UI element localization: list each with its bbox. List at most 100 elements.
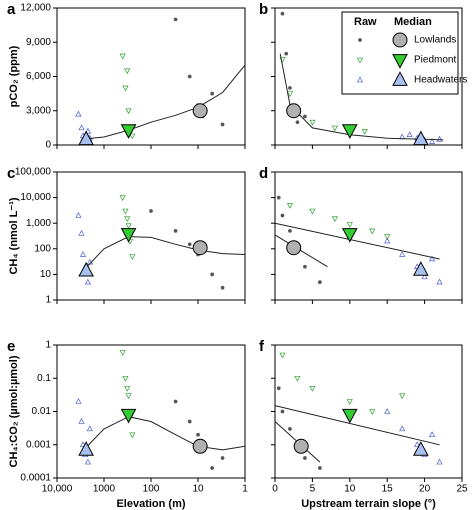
raw-point	[406, 131, 413, 137]
raw-point	[436, 135, 443, 142]
y-axis-label: CH₄:CO₂ (µmol:µmol)	[8, 355, 20, 467]
raw-point	[129, 432, 136, 439]
raw-point	[75, 110, 82, 117]
raw-point	[125, 393, 132, 400]
raw-point	[284, 51, 289, 56]
raw-point	[280, 409, 285, 414]
median-point	[413, 261, 429, 276]
raw-point	[428, 138, 436, 144]
x-tick-label: 10	[344, 484, 356, 495]
legend-raw-marker	[356, 76, 364, 83]
y-tick-label: 0.001	[26, 439, 51, 450]
raw-point	[399, 393, 406, 400]
raw-point	[187, 242, 192, 247]
raw-point	[75, 397, 82, 404]
raw-point	[309, 208, 316, 215]
x-tick-label: 10	[192, 484, 204, 495]
raw-point	[84, 127, 91, 134]
raw-point	[436, 278, 443, 285]
raw-point	[122, 85, 129, 92]
raw-point	[79, 250, 87, 257]
legend-raw-marker	[356, 57, 364, 64]
x-tick-label: 5	[310, 484, 316, 495]
raw-point	[346, 399, 353, 405]
median-point	[286, 240, 302, 256]
x-tick-label: 25	[456, 484, 468, 495]
median-point	[192, 438, 208, 454]
median-point	[120, 124, 137, 139]
raw-point	[436, 458, 443, 465]
raw-point	[173, 17, 178, 22]
median-point	[120, 408, 137, 424]
raw-point	[384, 237, 391, 244]
y-tick-label: 0.0001	[20, 473, 51, 484]
y-tick-label: 1,000	[26, 218, 51, 229]
legend-median-marker	[392, 54, 408, 69]
raw-point	[187, 74, 192, 79]
raw-point	[124, 216, 131, 223]
raw-point	[75, 212, 82, 218]
legend-median-marker	[392, 32, 408, 48]
panel-label: a	[7, 1, 16, 18]
raw-point	[124, 68, 131, 75]
raw-point	[78, 229, 85, 236]
raw-point	[288, 427, 292, 431]
raw-point	[86, 425, 93, 432]
median-point	[293, 438, 309, 454]
y-tick-label: 3,000	[26, 105, 51, 116]
y-tick-label: 0.1	[37, 373, 51, 384]
x-tick-label: 1	[242, 484, 248, 495]
plot-frame	[274, 344, 463, 479]
median-point	[78, 441, 94, 456]
median-point	[413, 130, 429, 146]
panel-label: f	[259, 338, 265, 355]
raw-point	[288, 86, 292, 90]
raw-point	[220, 122, 225, 127]
raw-point	[294, 375, 301, 382]
fit-line	[274, 222, 440, 260]
raw-point	[210, 91, 214, 96]
raw-point	[79, 441, 87, 448]
x-axis-label: Upstream terrain slope (°)	[301, 498, 436, 510]
x-tick-label: 15	[382, 484, 394, 495]
raw-point	[303, 456, 307, 460]
raw-point	[276, 386, 281, 391]
y-axis-label: CH₄ (nmol L⁻¹)	[8, 197, 20, 274]
plot-frame	[56, 7, 246, 146]
raw-point	[129, 254, 136, 260]
raw-point	[210, 272, 214, 277]
raw-point	[122, 208, 129, 215]
raw-point	[173, 229, 178, 233]
panel-label: d	[259, 165, 268, 182]
raw-point	[399, 250, 406, 257]
raw-point	[428, 431, 436, 438]
raw-point	[125, 223, 132, 230]
raw-point	[280, 213, 285, 218]
x-tick-label: 20	[419, 484, 431, 495]
y-tick-label: 6,000	[26, 71, 51, 82]
median-point	[341, 124, 358, 139]
median-point	[341, 228, 358, 243]
panel-label: b	[259, 1, 268, 18]
y-tick-label: 9,000	[26, 37, 51, 48]
x-tick-label: 0	[272, 484, 278, 495]
y-tick-label: 0.01	[32, 406, 52, 417]
median-point	[78, 261, 94, 277]
panel-label: c	[7, 165, 15, 182]
y-axis-label: pCO₂ (ppm)	[8, 45, 20, 107]
legend-title: Median	[394, 16, 432, 28]
y-tick-label: 10,000	[20, 192, 51, 203]
plot-frame	[56, 171, 246, 301]
raw-point	[122, 375, 129, 382]
fit-line	[274, 405, 440, 446]
x-tick-label: 1000	[93, 484, 116, 495]
median-point	[413, 441, 429, 456]
plot-frame	[274, 171, 463, 301]
x-tick-label: 10,000	[42, 484, 73, 495]
raw-point	[331, 125, 338, 132]
fit-line	[274, 234, 328, 268]
raw-point	[279, 352, 286, 359]
raw-point	[84, 458, 91, 465]
legend-label: Piedmont	[414, 55, 456, 66]
raw-point	[286, 91, 294, 98]
